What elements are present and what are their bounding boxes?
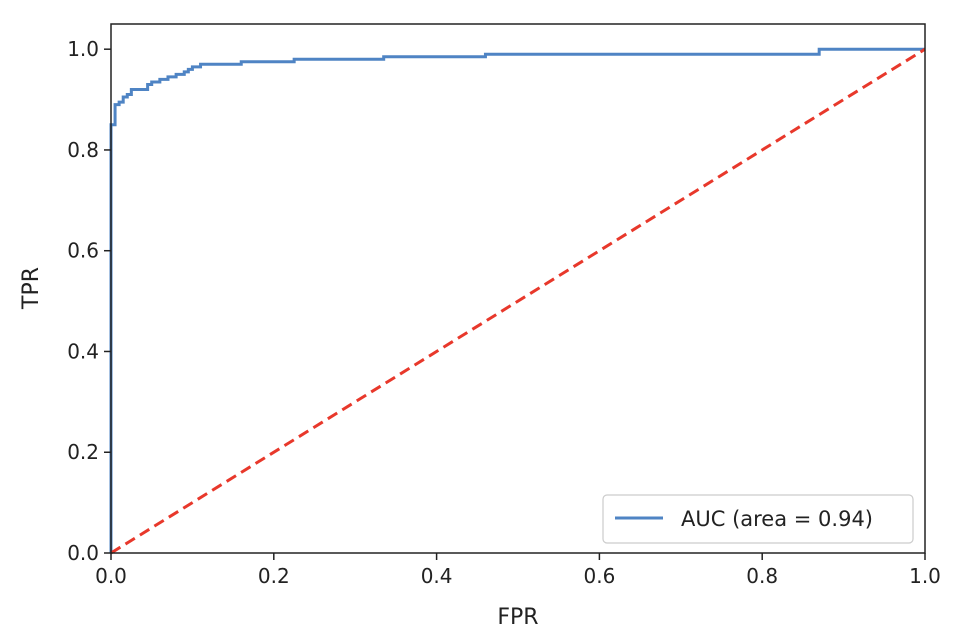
x-tick-label: 0.6: [583, 564, 615, 588]
x-tick-label: 0.8: [746, 564, 778, 588]
plot-frame: [110, 23, 926, 554]
y-tick-label: 0.2: [67, 440, 99, 464]
plot-area: [111, 24, 925, 553]
y-tick-label: 0.8: [67, 138, 99, 162]
roc-curve: [109, 47, 925, 553]
x-tick-label: 0.4: [421, 564, 453, 588]
x-axis: 0.0 0.2 0.4 0.6 0.8 1.0: [95, 553, 941, 588]
x-tick-label: 0.0: [95, 564, 127, 588]
x-tick-label: 0.2: [258, 564, 290, 588]
x-axis-label: FPR: [497, 605, 538, 630]
y-axis-label: TPR: [19, 267, 44, 310]
series-layer: [109, 47, 926, 555]
y-tick-label: 0.0: [67, 541, 99, 565]
chance-line: [110, 47, 926, 555]
y-tick-label: 0.4: [67, 339, 99, 363]
x-tick-label: 1.0: [909, 564, 941, 588]
y-tick-label: 1.0: [67, 37, 99, 61]
y-axis: 0.0 0.2 0.4 0.6 0.8 1.0: [67, 37, 111, 565]
legend-box: [602, 494, 914, 544]
legend-label: AUC (area = 0.94): [681, 507, 873, 531]
y-tick-label: 0.6: [67, 239, 99, 263]
legend: AUC (area = 0.94): [602, 494, 914, 544]
